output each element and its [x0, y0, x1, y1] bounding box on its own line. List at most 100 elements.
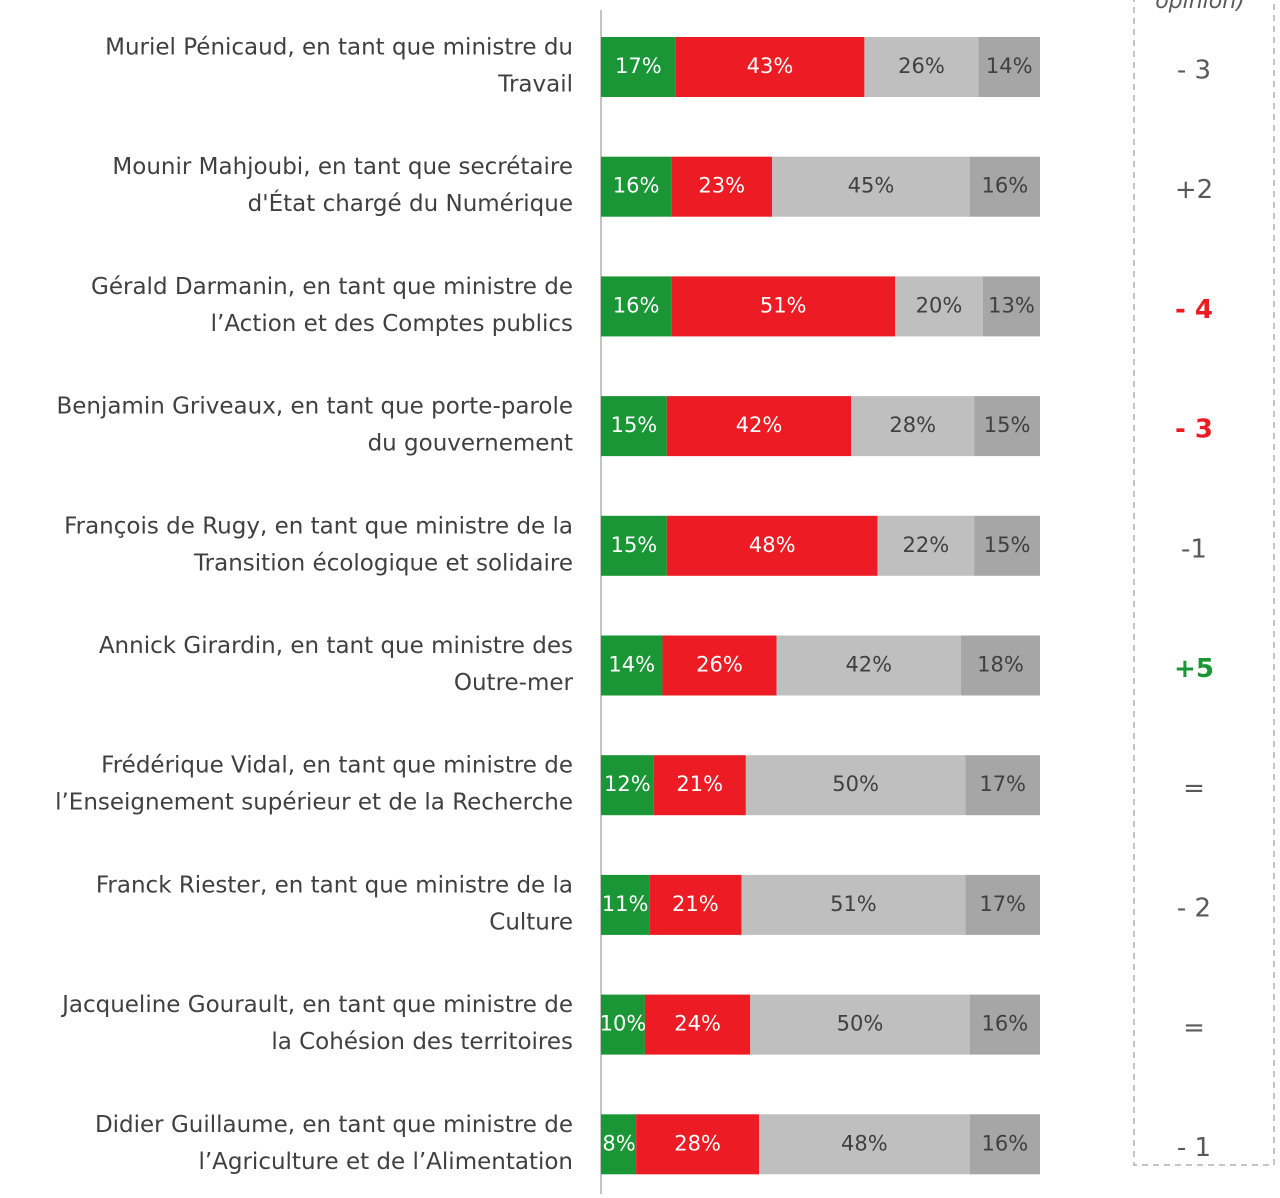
value-label: 20% — [916, 293, 963, 317]
value-label: 48% — [749, 533, 796, 557]
bar-segment — [974, 515, 1040, 576]
bar-segment — [644, 994, 751, 1055]
value-label: 26% — [898, 54, 945, 78]
category-label: l’Agriculture et de l’Alimentation — [198, 1149, 573, 1175]
column-header: opinion) — [1155, 0, 1245, 14]
bar-segment — [750, 994, 970, 1055]
value-label: 50% — [837, 1012, 884, 1036]
category-label: Jacqueline Gourault, en tant que ministr… — [60, 992, 573, 1018]
value-label: 16% — [613, 293, 660, 317]
change-box — [1133, 0, 1275, 1166]
value-label: 42% — [845, 653, 892, 677]
value-label: 24% — [674, 1012, 721, 1036]
value-label: 17% — [979, 772, 1026, 796]
value-label: 8% — [602, 1131, 635, 1155]
value-label: 16% — [982, 174, 1029, 198]
value-label: 28% — [674, 1131, 721, 1155]
value-label: 10% — [600, 1012, 647, 1036]
value-label: 17% — [615, 54, 662, 78]
bar-segment — [960, 635, 1040, 696]
bar-segment — [666, 396, 852, 457]
bar-segment — [741, 874, 966, 935]
bar-segment — [965, 755, 1040, 816]
value-label: 28% — [889, 413, 936, 437]
bar-segment — [745, 755, 966, 816]
bar-segment — [969, 994, 1040, 1055]
category-label: François de Rugy, en tant que ministre d… — [64, 513, 573, 539]
bar-segment — [965, 874, 1040, 935]
value-label: 14% — [986, 54, 1033, 78]
value-label: 43% — [747, 54, 794, 78]
bar-segment — [636, 1114, 760, 1175]
value-label: 14% — [608, 653, 655, 677]
bar-segment — [864, 37, 979, 97]
change-label: = — [1183, 1013, 1205, 1043]
bar-segment — [666, 515, 878, 576]
category-label: la Cohésion des territoires — [271, 1029, 573, 1055]
bar-segment — [601, 994, 645, 1055]
category-label: Frédérique Vidal, en tant que ministre d… — [101, 753, 573, 779]
category-label: Benjamin Griveaux, en tant que porte-par… — [56, 394, 573, 420]
change-label: +5 — [1174, 654, 1214, 684]
bar-segment — [772, 156, 970, 217]
bar-segment — [601, 515, 667, 576]
value-label: 48% — [841, 1131, 888, 1155]
bar-segment — [601, 37, 676, 97]
category-label: Outre-mer — [454, 670, 574, 696]
bar-segment — [601, 156, 672, 217]
value-label: 12% — [604, 772, 651, 796]
value-label: 15% — [984, 533, 1031, 557]
change-label: - 2 — [1177, 893, 1211, 923]
value-label: 21% — [672, 892, 719, 916]
value-label: 15% — [611, 533, 658, 557]
value-label: 18% — [977, 653, 1024, 677]
category-label: Didier Guillaume, en tant que ministre d… — [95, 1112, 573, 1138]
change-label: -1 — [1181, 534, 1207, 564]
bar-segment — [662, 635, 777, 696]
value-label: 51% — [830, 892, 877, 916]
value-label: 16% — [982, 1131, 1029, 1155]
category-label: l’Action et des Comptes publics — [211, 311, 573, 337]
category-label: d'État chargé du Numérique — [248, 189, 573, 217]
bar-segment — [653, 755, 746, 816]
change-label: - 3 — [1177, 56, 1211, 86]
category-label: l’Enseignement supérieur et de la Recher… — [55, 790, 573, 816]
value-label: 15% — [611, 413, 658, 437]
change-label: +2 — [1175, 175, 1213, 205]
bar-segment — [969, 156, 1040, 217]
value-label: 22% — [903, 533, 950, 557]
category-label: Culture — [489, 909, 573, 935]
change-label: = — [1183, 774, 1205, 804]
bar-segment — [601, 276, 672, 337]
bar-segment — [978, 37, 1040, 97]
bar-segment — [895, 276, 983, 337]
category-label: Muriel Pénicaud, en tant que ministre du — [105, 35, 573, 61]
value-label: 21% — [676, 772, 723, 796]
value-label: 42% — [736, 413, 783, 437]
value-label: 15% — [984, 413, 1031, 437]
value-label: 45% — [848, 174, 895, 198]
value-label: 23% — [698, 174, 745, 198]
bar-segment — [759, 1114, 970, 1175]
bar-segment — [671, 276, 896, 337]
bar-segment — [969, 1114, 1040, 1175]
category-label: Gérald Darmanin, en tant que ministre de — [91, 274, 573, 300]
bar-segment — [671, 156, 773, 217]
value-label: 17% — [979, 892, 1026, 916]
bar-segment — [601, 874, 650, 935]
bar-segment — [601, 635, 663, 696]
bar-segment — [877, 515, 975, 576]
bar-segment — [851, 396, 975, 457]
bar-segment — [776, 635, 961, 696]
bar-segment — [601, 396, 667, 457]
value-label: 50% — [832, 772, 879, 796]
category-label: Mounir Mahjoubi, en tant que secrétaire — [112, 154, 573, 180]
category-label: Transition écologique et solidaire — [193, 550, 573, 576]
change-label: - 1 — [1177, 1133, 1211, 1163]
change-label: - 3 — [1175, 415, 1213, 445]
category-label: Franck Riester, en tant que ministre de … — [96, 872, 573, 898]
value-label: 13% — [988, 293, 1035, 317]
bar-segment — [601, 755, 654, 816]
value-label: 26% — [696, 653, 743, 677]
